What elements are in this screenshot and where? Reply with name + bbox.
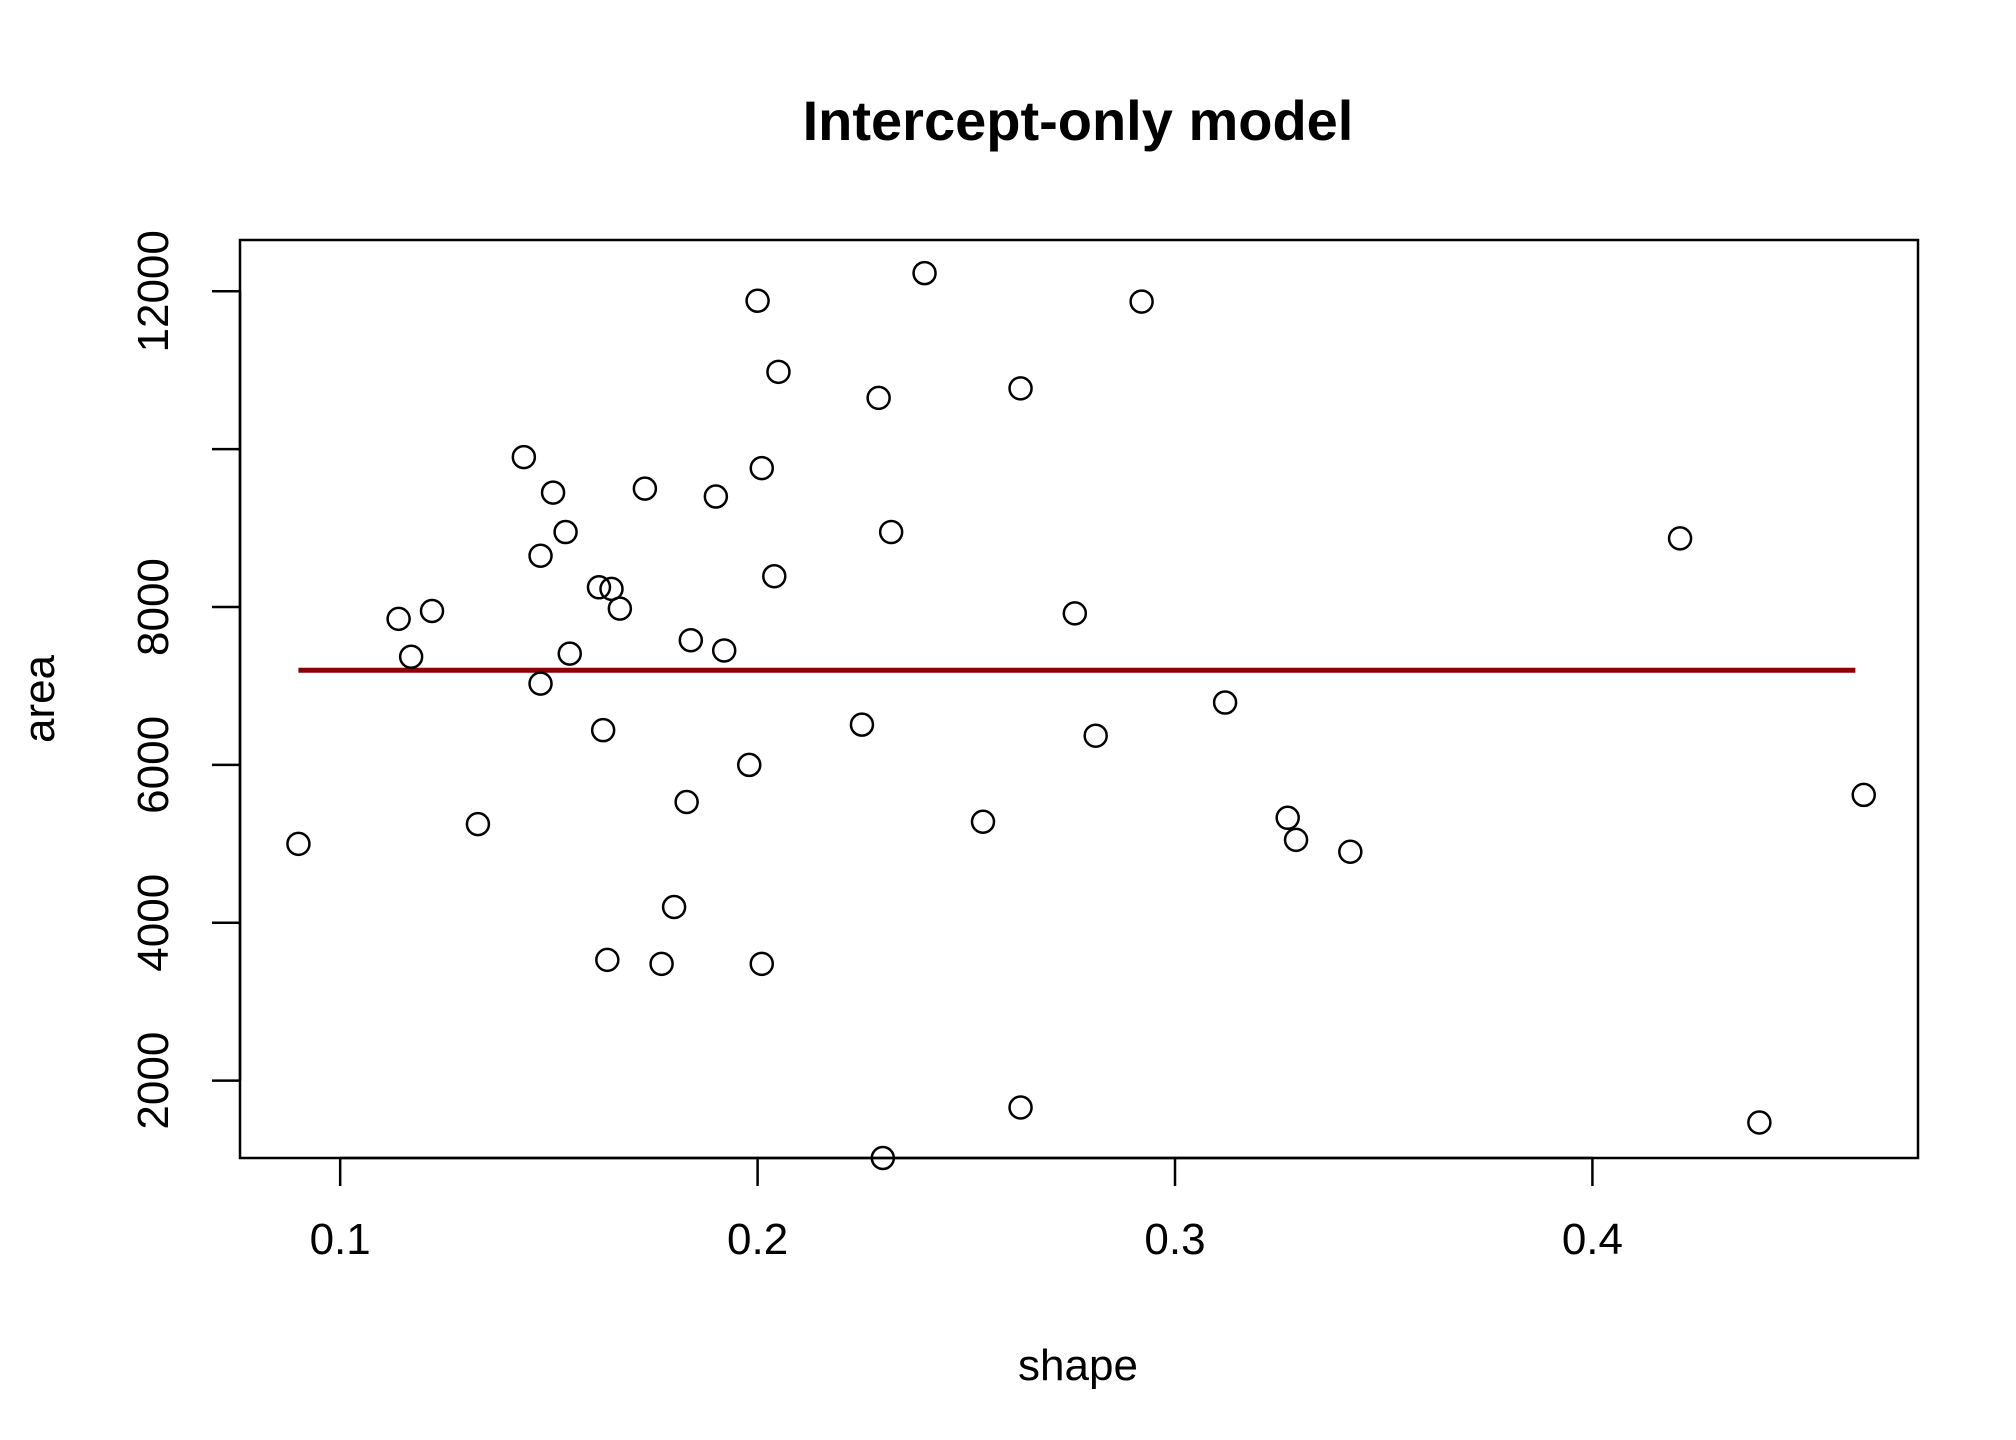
data-point	[419, 598, 445, 624]
data-point	[386, 606, 411, 632]
data-point	[674, 789, 699, 815]
x-tick-label: 0.1	[310, 1215, 371, 1264]
data-point	[878, 519, 904, 545]
data-point	[649, 951, 674, 977]
data-point	[553, 519, 578, 545]
data-point	[557, 641, 583, 666]
data-point	[586, 575, 612, 600]
data-point	[661, 894, 687, 920]
data-point	[1212, 690, 1238, 715]
data-point	[736, 752, 762, 778]
data-point	[766, 359, 791, 385]
data-point	[540, 480, 566, 505]
data-point	[1667, 526, 1693, 551]
data-point	[1008, 376, 1033, 401]
data-point	[1851, 782, 1876, 808]
data-point	[1008, 1095, 1033, 1120]
data-point	[607, 596, 633, 621]
data-point	[1283, 827, 1309, 853]
data-point	[528, 671, 553, 696]
data-point	[1275, 805, 1300, 831]
data-point	[1083, 723, 1108, 748]
plot-frame	[238, 238, 1920, 1160]
data-points	[286, 260, 1876, 1171]
data-point	[745, 288, 770, 314]
data-point	[1062, 601, 1088, 626]
x-tick-label: 0.4	[1562, 1215, 1623, 1264]
data-point	[912, 260, 937, 286]
data-point	[511, 444, 537, 470]
data-point	[1747, 1110, 1772, 1135]
y-tick-label: 12000	[129, 230, 178, 352]
y-axis: 2000 4000 6000 8000 12000	[129, 230, 242, 1130]
data-point	[465, 811, 491, 837]
data-point	[749, 951, 775, 977]
data-point	[528, 543, 553, 568]
data-point	[849, 712, 875, 737]
data-point	[762, 564, 787, 589]
data-point	[870, 1145, 896, 1171]
chart-title: Intercept-only model	[803, 89, 1354, 152]
y-axis-label: area	[15, 654, 64, 743]
data-point	[866, 385, 891, 411]
data-point	[286, 831, 311, 857]
y-tick-label: 2000	[129, 1032, 178, 1130]
data-point	[1129, 289, 1154, 314]
data-point	[590, 717, 616, 743]
data-point	[1338, 839, 1363, 864]
x-tick-label: 0.2	[727, 1215, 788, 1264]
data-point	[632, 476, 658, 501]
x-tick-label: 0.3	[1144, 1215, 1205, 1264]
data-point	[970, 809, 996, 834]
data-point	[595, 947, 620, 973]
y-tick-label: 6000	[129, 716, 178, 814]
data-point	[711, 638, 737, 663]
y-tick-label: 8000	[129, 558, 178, 656]
data-point	[703, 484, 729, 509]
data-point	[398, 644, 424, 670]
x-axis: 0.1 0.2 0.3 0.4	[310, 1156, 1623, 1264]
data-point	[749, 455, 775, 481]
data-point	[678, 627, 704, 653]
y-tick-label: 4000	[129, 874, 178, 972]
x-axis-label: shape	[1018, 1341, 1138, 1390]
